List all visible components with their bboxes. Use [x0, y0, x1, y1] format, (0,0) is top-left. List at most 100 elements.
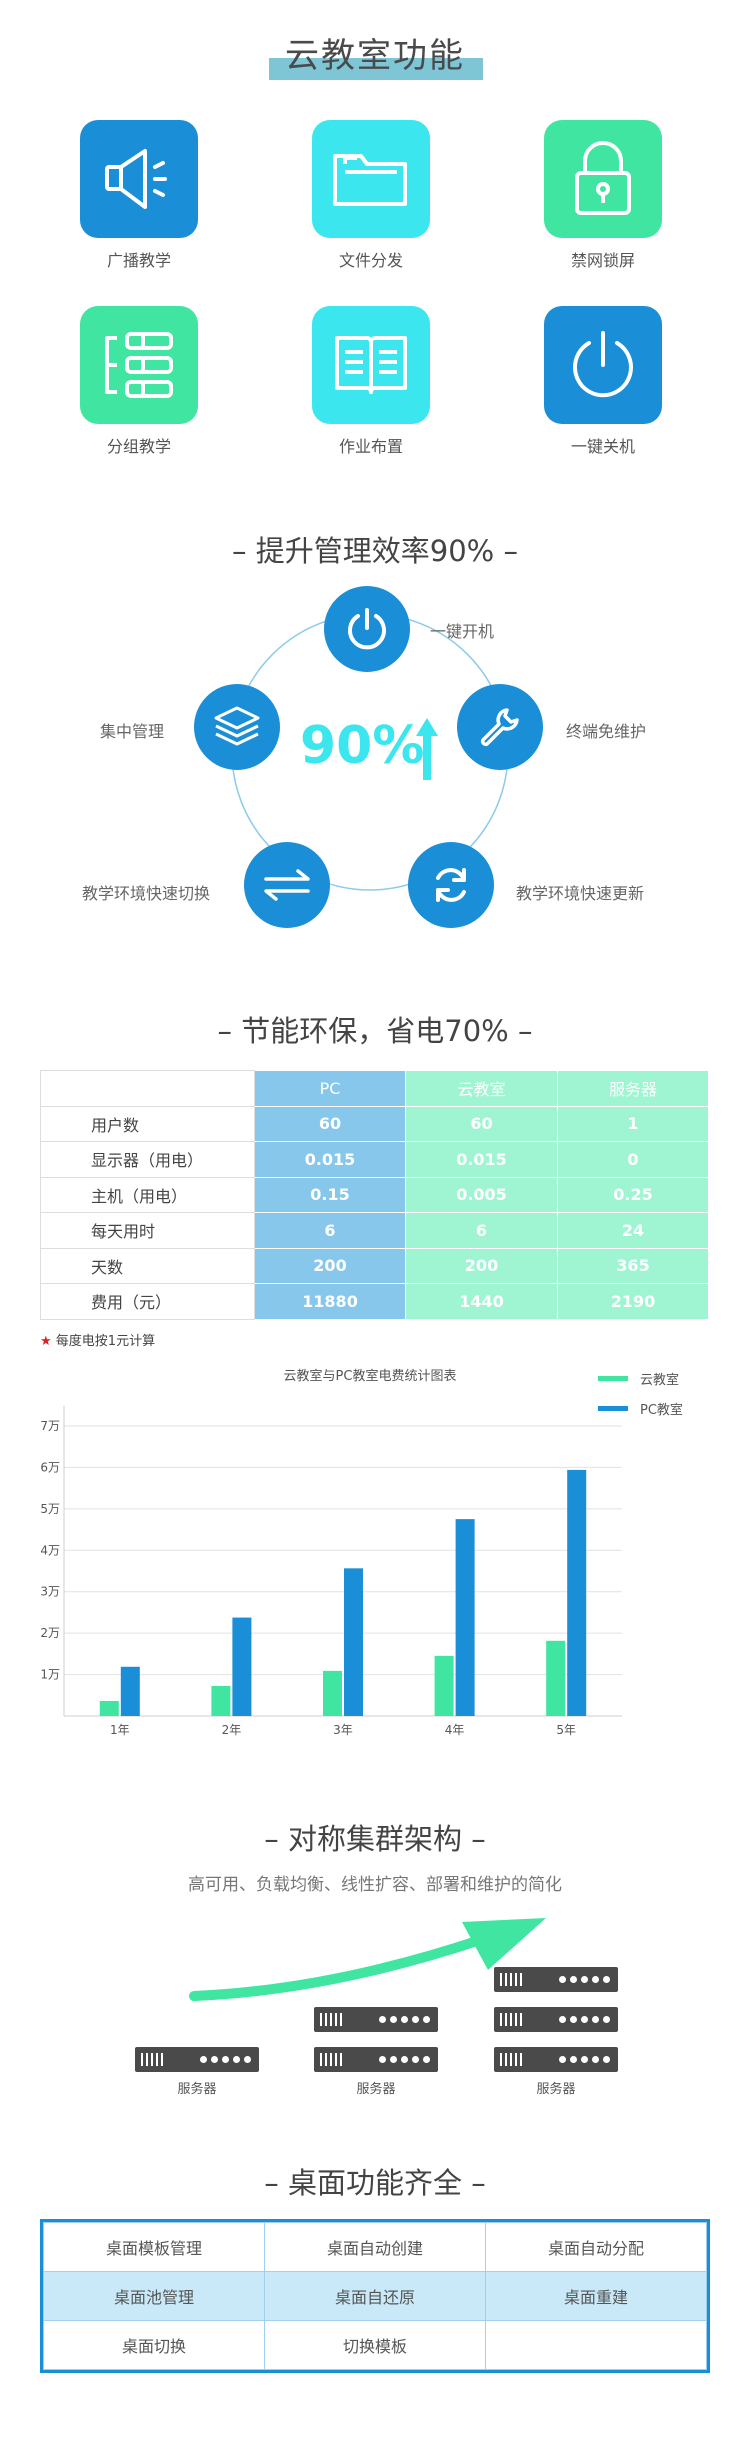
- bar-pc: [455, 1519, 475, 1716]
- table-cell: 200: [254, 1247, 406, 1284]
- table-cell: 0: [557, 1141, 709, 1178]
- switch-arrows-icon: [264, 869, 310, 901]
- server-unit: [494, 2047, 618, 2072]
- table-cell: 2190: [557, 1283, 709, 1320]
- bar-pc: [567, 1469, 587, 1716]
- node-label: 教学环境快速更新: [516, 884, 645, 903]
- y-tick-label: 6万: [40, 1460, 60, 1474]
- chart-title: 云教室与PC教室电费统计图表: [284, 1368, 457, 1384]
- cluster-title: – 对称集群架构 –: [264, 1822, 486, 1856]
- node-power: [324, 586, 410, 672]
- node-switch: [244, 842, 330, 928]
- y-tick-label: 7万: [40, 1419, 60, 1433]
- electricity-note: ★ 每度电按1元计算: [40, 1330, 155, 1349]
- desktop-feature-table: 桌面模板管理 桌面自动创建 桌面自动分配 桌面池管理 桌面自还原 桌面重建 桌面…: [40, 2219, 710, 2373]
- bar-pc: [344, 1568, 363, 1716]
- table-header-cell: [40, 1070, 255, 1107]
- feature-shutdown: 一键关机: [538, 306, 668, 457]
- table-header-row: PC 云教室 服务器: [40, 1070, 709, 1107]
- server-unit: [494, 2007, 618, 2032]
- table-row: 桌面模板管理 桌面自动创建 桌面自动分配: [43, 2222, 707, 2272]
- table-cell: 0.015: [254, 1141, 406, 1178]
- bar-cloud: [434, 1655, 454, 1716]
- legend-swatch: [598, 1376, 628, 1381]
- table-header-cell: 云教室: [405, 1070, 558, 1107]
- node-label: 集中管理: [100, 722, 165, 741]
- table-cell: 桌面切换: [43, 2320, 265, 2370]
- server-unit: [494, 1967, 618, 1992]
- refresh-icon: [436, 868, 466, 902]
- bar-cloud: [99, 1700, 119, 1716]
- feature-broadcast: 广播教学: [74, 120, 204, 271]
- table-cell: [485, 2320, 707, 2370]
- feature-label: 广播教学: [106, 251, 171, 270]
- table-cell: 11880: [254, 1283, 406, 1320]
- node-maintenance: [457, 684, 543, 770]
- book-icon: [312, 306, 430, 424]
- table-row: 每天用时 6 6 24: [40, 1212, 709, 1249]
- feature-file-distribution: 文件分发: [306, 120, 436, 271]
- x-tick-label: 3年: [333, 1723, 353, 1737]
- table-cell: 200: [405, 1247, 558, 1284]
- growth-arrow-icon: [189, 1918, 546, 2001]
- table-cell: 1440: [405, 1283, 558, 1320]
- up-arrow-icon: [416, 718, 438, 780]
- table-cell: 1: [557, 1105, 709, 1142]
- table-row: 显示器（用电） 0.015 0.015 0: [40, 1141, 709, 1178]
- features-title: 云教室功能: [285, 36, 465, 76]
- y-tick-label: 2万: [40, 1626, 60, 1640]
- legend-swatch: [598, 1406, 628, 1411]
- feature-label: 作业布置: [338, 437, 403, 456]
- feature-label: 禁网锁屏: [570, 251, 635, 270]
- server-label: 服务器: [356, 2082, 396, 2097]
- node-label: 一键开机: [430, 622, 495, 641]
- table-row: 用户数 60 60 1: [40, 1105, 709, 1142]
- x-tick-label: 4年: [445, 1723, 465, 1737]
- lock-icon: [544, 120, 662, 238]
- node-central: [194, 684, 280, 770]
- server-unit: [314, 2047, 438, 2072]
- bar-cloud: [323, 1670, 342, 1716]
- desktop-title: – 桌面功能齐全 –: [264, 2166, 486, 2200]
- table-cell: 费用（元）: [40, 1283, 255, 1320]
- feature-label: 分组教学: [106, 437, 171, 456]
- y-tick-label: 1万: [40, 1668, 60, 1682]
- table-cell: 桌面自动创建: [264, 2222, 486, 2272]
- server-unit: [135, 2047, 259, 2072]
- cost-chart: 云教室与PC教室电费统计图表 云教室 PC教室 1万 2万 3万 4万 5万 6万 7万 1年 2年 3…: [40, 1368, 683, 1737]
- table-cell: 桌面池管理: [43, 2271, 265, 2321]
- table-cell: 桌面自动分配: [485, 2222, 707, 2272]
- table-cell: 桌面重建: [485, 2271, 707, 2321]
- cluster-subtitle: 高可用、负载均衡、线性扩容、部署和维护的简化: [188, 1875, 562, 1895]
- node-update: [408, 842, 494, 928]
- feature-network-lock: 禁网锁屏: [538, 120, 668, 271]
- features-title-block: 云教室功能: [0, 22, 750, 92]
- feature-label: 文件分发: [338, 251, 403, 270]
- bar-pc: [120, 1666, 140, 1716]
- layers-icon: [214, 706, 260, 746]
- feature-label: 一键关机: [570, 437, 635, 456]
- table-cell: 60: [405, 1105, 558, 1142]
- feature-homework: 作业布置: [306, 306, 436, 457]
- folder-icon: [312, 120, 430, 238]
- note-text: 每度电按1元计算: [55, 1334, 156, 1349]
- feature-group-teaching: 分组教学: [74, 306, 204, 457]
- energy-table: PC 云教室 服务器 用户数 60 60 1 显示器（用电） 0.015 0.0…: [40, 1070, 709, 1320]
- table-cell: 365: [557, 1247, 709, 1284]
- table-cell: 60: [254, 1105, 406, 1142]
- x-tick-label: 2年: [222, 1723, 242, 1737]
- wrench-icon: [480, 708, 519, 747]
- efficiency-title: – 提升管理效率90% –: [232, 534, 518, 568]
- table-cell: 0.005: [405, 1176, 558, 1213]
- legend-label: 云教室: [640, 1372, 679, 1388]
- node-label: 教学环境快速切换: [82, 884, 211, 903]
- table-row: 费用（元） 11880 1440 2190: [40, 1283, 709, 1320]
- power-icon: [348, 608, 386, 650]
- table-header-cell: PC: [254, 1070, 406, 1107]
- legend-label: PC教室: [640, 1402, 683, 1418]
- power-icon: [544, 306, 662, 424]
- table-cell: 桌面自还原: [264, 2271, 486, 2321]
- table-cell: 显示器（用电）: [40, 1141, 255, 1178]
- bar-pc: [232, 1617, 252, 1716]
- table-cell: 切换模板: [264, 2320, 486, 2370]
